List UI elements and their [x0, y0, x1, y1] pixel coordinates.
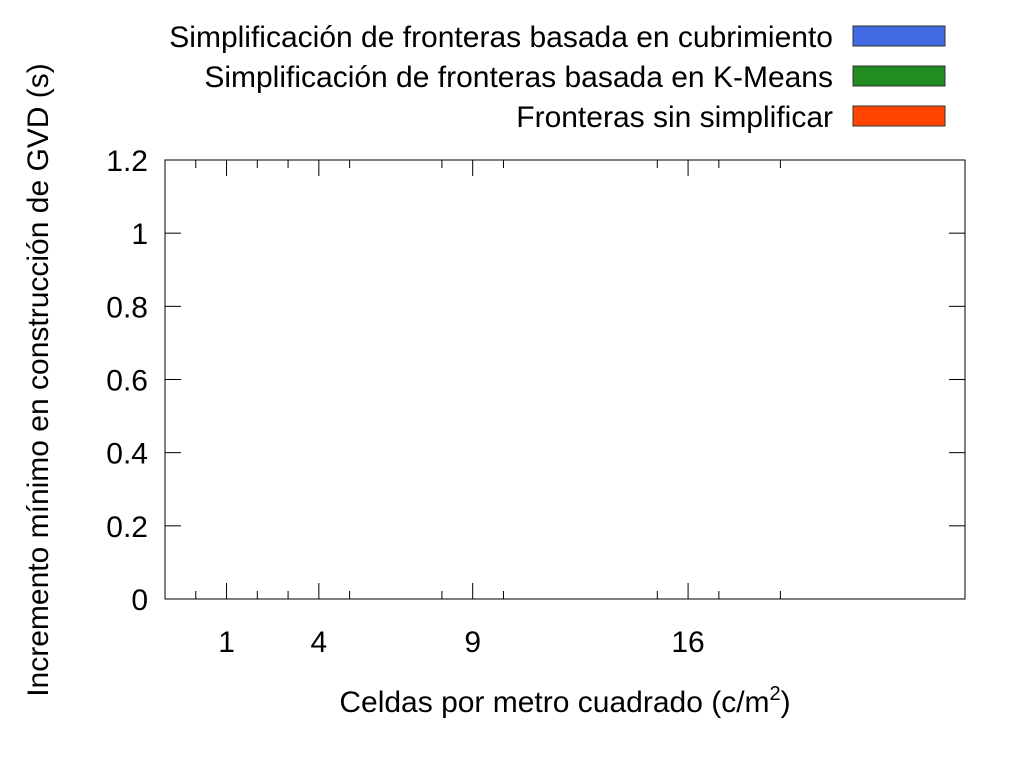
- y-tick-label: 1.2: [106, 145, 148, 178]
- x-tick-label: 9: [464, 626, 481, 659]
- y-tick-label: 0.6: [106, 365, 148, 398]
- legend-swatch: [852, 105, 946, 127]
- y-tick-label: 0.4: [106, 438, 148, 471]
- legend: Simplificación de fronteras basada en cu…: [169, 21, 946, 134]
- y-tick-label: 1: [131, 218, 148, 251]
- x-tick-label: 1: [218, 626, 235, 659]
- x-axis: 1 4 9 16: [195, 160, 781, 659]
- x-axis-title-main: Celdas por metro cuadrado (c/m: [339, 686, 769, 719]
- x-axis-title-superscript: 2: [770, 683, 781, 705]
- plot-area: [164, 159, 966, 600]
- x-tick-label: 4: [311, 626, 328, 659]
- y-axis-title: Incremento mínimo en construcción de GVD…: [22, 63, 55, 697]
- y-tick-label: 0.2: [106, 511, 148, 544]
- legend-label: Fronteras sin simplificar: [516, 101, 833, 134]
- x-axis-title-suffix: ): [781, 686, 791, 719]
- x-axis-title: Celdas por metro cuadrado (c/m2): [339, 683, 790, 719]
- legend-label: Simplificación de fronteras basada en cu…: [169, 21, 833, 54]
- legend-label: Simplificación de fronteras basada en K-…: [204, 61, 833, 94]
- y-tick-label: 0.8: [106, 291, 148, 324]
- x-tick-label: 16: [671, 626, 704, 659]
- legend-swatch: [852, 65, 946, 87]
- y-tick-label: 0: [131, 584, 148, 617]
- y-axis: 0 0.2 0.4 0.6 0.8 1 1.2: [106, 145, 965, 617]
- legend-swatch: [852, 25, 946, 47]
